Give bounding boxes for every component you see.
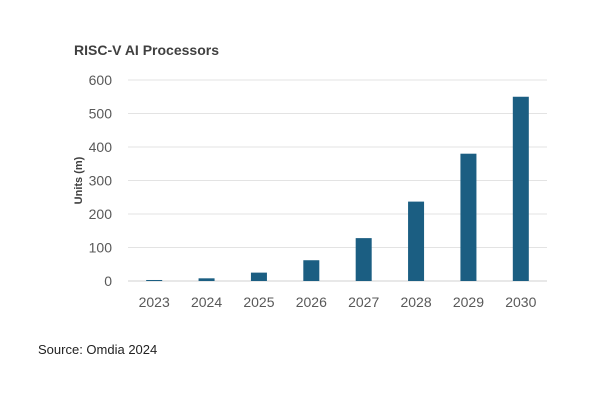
source-note: Source: Omdia 2024 [38, 342, 158, 357]
y-tick-label: 500 [89, 106, 113, 122]
y-tick-label: 100 [89, 240, 113, 256]
bar [146, 279, 163, 281]
y-tick-label: 400 [89, 139, 113, 155]
x-tick-label: 2028 [400, 294, 431, 310]
x-tick-label: 2023 [139, 294, 170, 310]
x-tick-label: 2025 [243, 294, 274, 310]
bar [408, 201, 425, 281]
y-tick-label: 300 [89, 173, 113, 189]
y-tick-label: 600 [89, 72, 113, 88]
x-tick-label: 2029 [453, 294, 484, 310]
x-tick-label: 2024 [191, 294, 222, 310]
bar [250, 272, 267, 281]
bar [355, 238, 372, 281]
bar [303, 260, 320, 281]
bar [460, 153, 477, 281]
x-tick-label: 2030 [505, 294, 536, 310]
y-tick-label: 0 [104, 273, 112, 289]
bar [198, 278, 215, 281]
bar [512, 96, 529, 281]
y-tick-label: 200 [89, 206, 113, 222]
x-tick-label: 2027 [348, 294, 379, 310]
x-tick-label: 2026 [296, 294, 327, 310]
chart-title: RISC-V AI Processors [74, 42, 219, 58]
y-axis-label: Units (m) [73, 156, 85, 204]
